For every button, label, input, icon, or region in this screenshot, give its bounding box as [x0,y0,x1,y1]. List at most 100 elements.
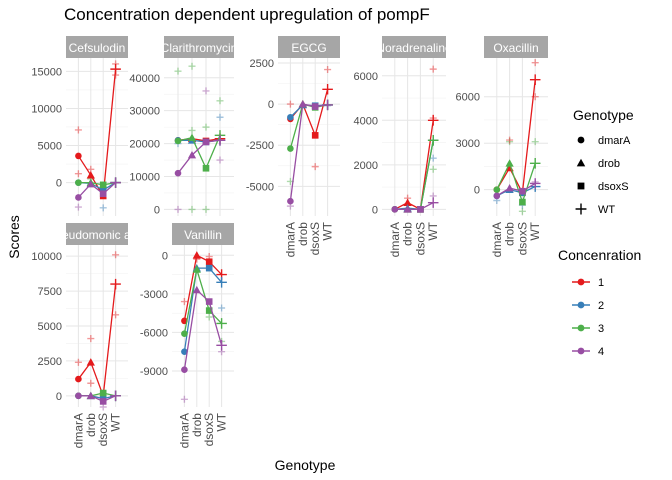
raw-point [188,62,196,70]
x-tick-label: WT [426,221,440,240]
series-point-1 [205,258,213,266]
legend-label: WT [598,204,615,216]
series-point-4-shape [311,103,319,110]
y-tick-label: 15000 [31,66,62,78]
series-point-4-shape [322,99,333,111]
series-point-4-shape [75,392,82,400]
series-line-4 [77,182,117,198]
series-point-4 [86,391,95,400]
facet-strip [164,36,234,58]
series-point-4-shape [202,138,210,146]
raw-point-shape [202,87,210,95]
x-tick-label: dsoxS [202,413,216,446]
series-point-1 [86,171,95,179]
y-tick-label: 6000 [456,92,480,104]
facet-strip-label: Clarithromycin [161,41,238,55]
facet-panels: Cefsulodin 0 5000 10000 15000 Clarithromycin 0… [31,36,548,448]
series-point-3 [99,389,107,397]
x-tick-label: dmarA [388,222,402,257]
raw-point [87,379,95,387]
raw-point-shape [286,100,294,108]
series-point-4 [192,285,201,294]
y-tick-label: -5000 [246,181,274,193]
series-point-3 [181,330,188,338]
series-point-3-shape [99,389,107,397]
raw-point-shape [87,379,95,387]
series-point-4 [75,194,82,201]
legend-label: drob [598,158,620,170]
raw-point-shape [74,203,82,211]
raw-point-shape [202,123,210,131]
raw-point-shape [87,335,95,343]
facet-strip [484,36,548,58]
series-point-4-shape [287,197,294,205]
series-point-4 [214,135,226,146]
series-point-2-shape [205,264,213,272]
series-point-4 [519,187,526,195]
raw-point [216,156,224,164]
raw-point-shape [188,62,196,70]
series-point-1 [529,74,541,85]
raw-point [429,165,437,173]
raw-point [74,170,82,178]
series-point-3-shape [519,198,526,206]
series-point-3 [202,164,210,172]
series-point-1-shape [192,251,201,259]
raw-point [202,205,210,213]
legend-key-WT-shape [575,203,587,215]
series-point-3 [187,133,197,141]
raw-point [174,205,182,213]
series-point-2-shape [216,277,227,288]
raw-point-shape [429,165,437,173]
facet-strip-label: EGCG [291,41,326,55]
series-point-4 [174,169,182,177]
facet-strip-label: Oxacillin [493,41,538,55]
legend-dot-2 [577,301,585,309]
legend-title: Concenration [558,247,641,263]
series-point-3-shape [187,133,197,141]
y-tick-label: 4000 [354,115,378,127]
x-tick-label: dsoxS [515,222,529,255]
raw-point [188,126,196,134]
series-point-4 [75,392,82,400]
x-tick-label: drob [296,222,310,246]
legend-key-dsoxS [577,182,585,190]
raw-point [205,313,213,321]
series-point-1 [311,132,319,139]
series-point-2 [287,113,294,121]
series-line-3 [177,135,221,170]
raw-point-shape [216,97,224,105]
series-point-3-shape [181,330,188,338]
raw-point [429,65,437,73]
legend-key-dmarA-shape [577,136,585,144]
legend-label: 4 [598,346,604,358]
raw-point [216,113,224,121]
raw-point-shape [99,204,107,212]
raw-point [518,207,526,215]
raw-point [286,100,294,108]
y-tick-label: 40000 [129,73,160,85]
series-point-3 [427,135,439,146]
series-line-3 [183,269,223,334]
series-point-4-shape [216,340,227,351]
x-tick-label: drob [190,413,204,437]
legend-label: 2 [598,300,604,312]
series-point-1 [427,115,439,126]
series-point-1 [110,278,121,290]
series-point-3-shape [174,137,182,145]
series-point-4-shape [187,150,197,159]
chart-title: Concentration dependent upregulation of … [64,5,430,24]
series-point-1 [192,251,201,259]
series-point-4 [181,366,188,374]
series-point-3 [192,265,201,273]
facet-strip [66,36,128,58]
series-point-1-shape [86,171,95,179]
y-tick-label: 6000 [354,71,378,83]
series-point-3 [216,318,227,329]
series-point-4-shape [75,194,82,201]
series-point-1-shape [205,258,213,266]
series-point-4-shape [519,187,526,195]
raw-point [531,138,539,146]
